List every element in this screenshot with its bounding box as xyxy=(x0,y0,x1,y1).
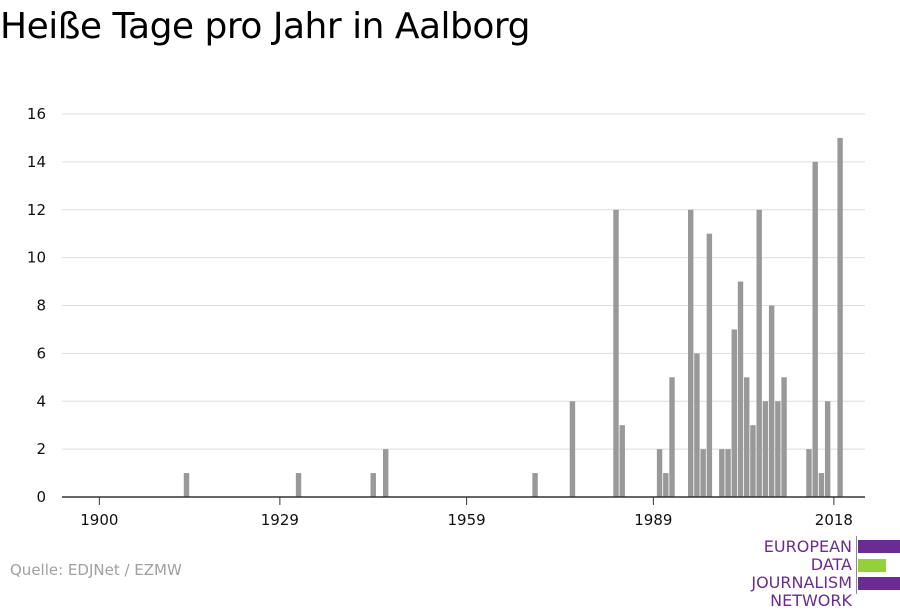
x-tick-label: 1959 xyxy=(448,511,486,529)
logo-divider xyxy=(856,536,857,594)
logo-bar-purple-bottom xyxy=(858,577,900,590)
bar-2002 xyxy=(731,329,737,497)
bar-1992 xyxy=(669,377,675,497)
bar-2017 xyxy=(824,401,831,497)
bar-2004 xyxy=(744,377,750,497)
bar-1991 xyxy=(663,473,669,497)
x-tick-label: 1989 xyxy=(634,511,672,529)
logo-line-data-journalism: DATA JOURNALISM xyxy=(751,555,852,592)
y-tick-label: 12 xyxy=(27,201,46,219)
bar-1976 xyxy=(569,401,576,497)
y-tick-label: 10 xyxy=(27,249,46,267)
bar-1997 xyxy=(700,449,706,498)
x-axis xyxy=(62,496,865,505)
y-tick-label: 6 xyxy=(36,344,46,362)
y-tick-label: 16 xyxy=(27,105,46,123)
bar-2015 xyxy=(812,161,818,498)
gridlines xyxy=(62,113,865,450)
logo-line-network: NETWORK xyxy=(770,591,852,610)
bar-2006 xyxy=(756,209,762,497)
bar-1944 xyxy=(370,473,376,497)
bar-2005 xyxy=(750,425,756,497)
bar-2010 xyxy=(781,377,787,497)
y-tick-label: 8 xyxy=(36,297,46,315)
bar-2016 xyxy=(818,473,825,497)
bar-2019 xyxy=(837,137,843,497)
bar-2014 xyxy=(806,449,812,498)
bar-2001 xyxy=(725,449,731,498)
bar-1970 xyxy=(532,473,538,497)
x-axis-labels: 1900 1929 1959 1989 2018 xyxy=(80,511,853,529)
bar-1984 xyxy=(619,425,625,497)
bars xyxy=(183,137,843,498)
bar-2008 xyxy=(768,305,775,497)
bar-1990 xyxy=(656,449,663,498)
y-tick-label: 0 xyxy=(36,488,46,506)
bar-1946 xyxy=(382,449,389,498)
logo-text: EUROPEAN DATA JOURNALISM NETWORK xyxy=(706,538,852,610)
bar-2007 xyxy=(762,401,769,497)
logo-bar-green xyxy=(858,559,886,572)
bar-2009 xyxy=(775,401,781,497)
bar-1995 xyxy=(687,209,694,497)
y-tick-label: 2 xyxy=(36,440,46,458)
y-tick-label: 14 xyxy=(27,153,46,171)
x-tick-label: 1929 xyxy=(261,511,299,529)
bar-2003 xyxy=(737,281,744,497)
bar-2000 xyxy=(719,449,725,498)
bar-1914 xyxy=(183,473,190,497)
x-tick-label: 2018 xyxy=(815,511,853,529)
bar-1983 xyxy=(613,209,619,497)
bar-1998 xyxy=(706,233,713,497)
logo-line-european: EUROPEAN xyxy=(763,537,852,556)
source-note: Quelle: EDJNet / EZMW xyxy=(10,561,182,579)
bar-1932 xyxy=(295,473,302,497)
chart-title: Heiße Tage pro Jahr in Aalborg xyxy=(0,6,530,47)
edjnet-logo: EUROPEAN DATA JOURNALISM NETWORK xyxy=(706,536,900,610)
y-tick-label: 4 xyxy=(36,392,46,410)
logo-bar-purple-top xyxy=(858,540,900,553)
y-axis-labels: 0 2 4 6 8 10 12 14 16 xyxy=(27,105,46,506)
bar-1996 xyxy=(694,353,700,498)
x-tick-label: 1900 xyxy=(80,511,118,529)
